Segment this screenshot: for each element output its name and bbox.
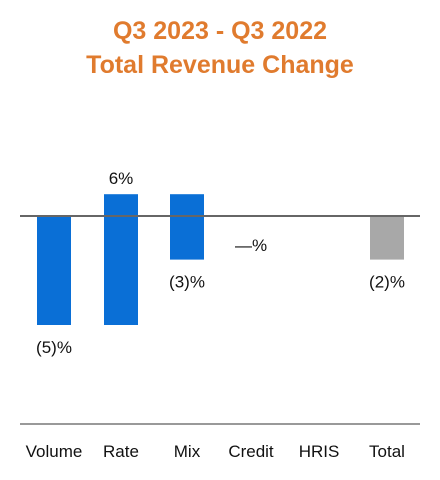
category-label-rate: Rate <box>103 442 139 461</box>
category-label-volume: Volume <box>26 442 83 461</box>
category-label-hris: HRIS <box>299 442 340 461</box>
bar-volume <box>37 216 71 325</box>
bar-mix <box>170 194 204 260</box>
data-label-credit: —% <box>235 236 267 255</box>
chart-title-line-1: Q3 2023 - Q3 2022 <box>112 17 328 45</box>
data-label-total: (2)% <box>369 273 405 292</box>
category-label-mix: Mix <box>174 442 201 461</box>
bar-total <box>370 216 404 260</box>
data-label-mix: (3)% <box>169 273 205 292</box>
bar-rate <box>104 194 138 325</box>
data-label-volume: (5)% <box>36 338 72 357</box>
data-label-rate: 6% <box>109 169 134 188</box>
category-label-total: Total <box>369 442 405 461</box>
chart-title-line-2: Total Revenue Change <box>86 51 354 79</box>
category-label-credit: Credit <box>228 442 274 461</box>
